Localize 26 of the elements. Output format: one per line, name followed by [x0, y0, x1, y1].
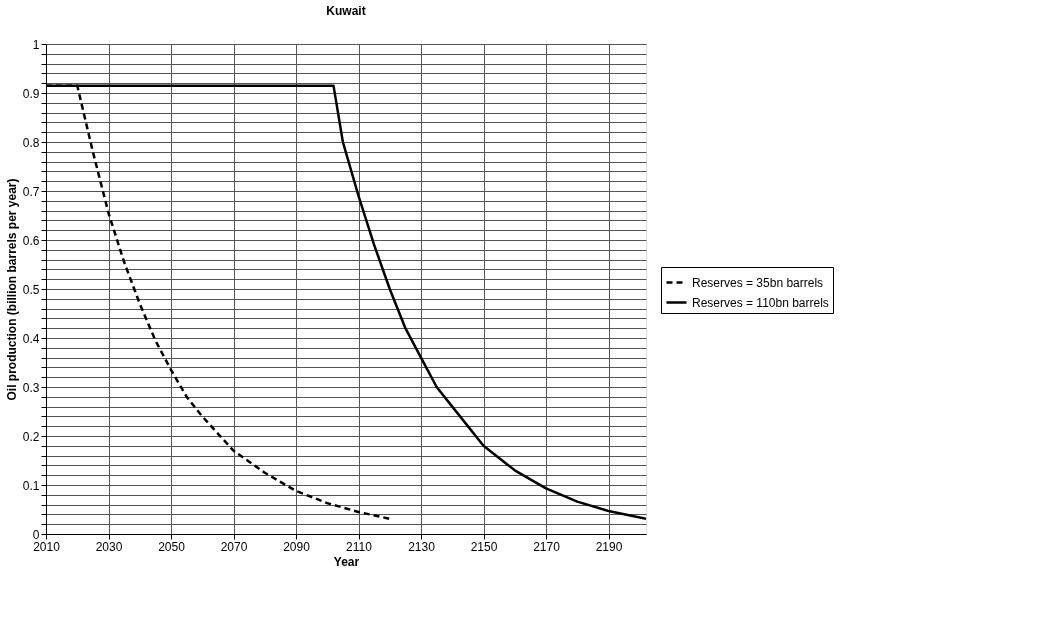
- x-tick-label: 2090: [283, 539, 311, 554]
- y-tick-label: 0.4: [22, 331, 40, 346]
- x-tick-label: 2050: [158, 539, 186, 554]
- y-tick-label: 0.1: [22, 478, 40, 493]
- x-axis-title: Year: [333, 554, 360, 569]
- x-tick-label: 2070: [220, 539, 248, 554]
- x-tick-label: 2030: [95, 539, 123, 554]
- y-tick-label: 0.3: [22, 380, 40, 395]
- y-tick-label: 0.8: [22, 135, 40, 150]
- chart-title: Kuwait: [326, 4, 366, 18]
- y-tick-label: 0.2: [22, 429, 40, 444]
- legend-label: Reserves = 35bn barrels: [692, 275, 824, 290]
- y-tick-label: 0: [32, 527, 40, 542]
- x-tick-label: 2010: [33, 539, 61, 554]
- y-tick-label: 0.9: [22, 86, 40, 101]
- x-tick-label: 2190: [595, 539, 623, 554]
- x-tick-label: 2170: [533, 539, 561, 554]
- y-axis-title: Oil production (billion barrels per year): [4, 178, 19, 401]
- legend-label: Reserves = 110bn barrels: [692, 295, 829, 310]
- y-tick-label: 0.7: [22, 184, 40, 199]
- x-tick-label: 2110: [346, 539, 373, 554]
- y-tick-label: 0.5: [22, 282, 40, 297]
- y-tick-label: 1: [32, 37, 40, 52]
- y-tick-label: 0.6: [22, 233, 40, 248]
- x-tick-label: 2130: [408, 539, 436, 554]
- x-tick-label: 2150: [470, 539, 498, 554]
